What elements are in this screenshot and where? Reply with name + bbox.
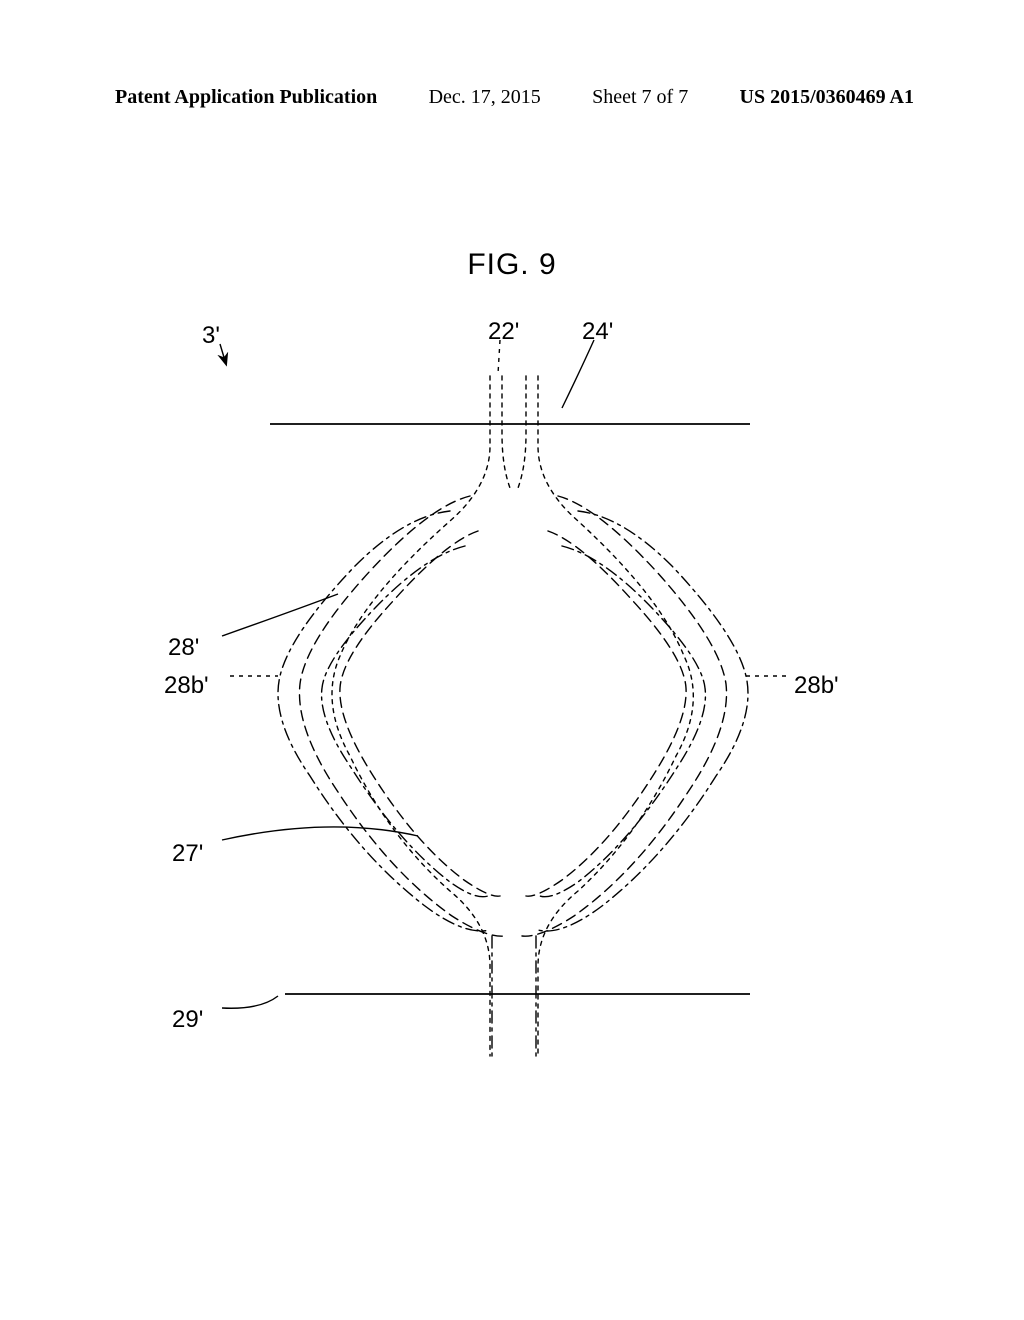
ch28-out-L xyxy=(278,511,490,931)
ch22-R xyxy=(518,376,526,488)
ld-28 xyxy=(222,594,338,636)
ch22-L xyxy=(502,376,510,488)
ch27-in-R xyxy=(526,531,686,896)
ref-label-28prime: 28' xyxy=(168,634,199,662)
publication-date: Dec. 17, 2015 xyxy=(429,86,541,109)
publication-label: Patent Application Publication xyxy=(115,86,377,109)
ref-label-27prime: 27' xyxy=(172,840,203,868)
ch27-out-R xyxy=(522,496,727,936)
ref-label-3prime: 3' xyxy=(202,322,220,350)
figure-svg xyxy=(150,316,870,1076)
ref-label-28bprimeL: 28b' xyxy=(164,672,209,700)
ld-27 xyxy=(222,827,418,840)
publication-number: US 2015/0360469 A1 xyxy=(740,86,914,109)
ref-label-24prime: 24' xyxy=(582,318,613,346)
ld-29 xyxy=(222,996,278,1008)
ld-24 xyxy=(562,340,594,408)
ld-3 xyxy=(220,344,226,364)
ch24-left xyxy=(332,376,490,1056)
sheet-number: Sheet 7 of 7 xyxy=(592,86,688,109)
ch24-right xyxy=(538,376,693,1056)
ref-label-29prime: 29' xyxy=(172,1006,203,1034)
figure-title: FIG. 9 xyxy=(0,248,1024,282)
page-header: Patent Application Publication Dec. 17, … xyxy=(0,86,1024,109)
ch28-out-R xyxy=(538,511,748,931)
ref-label-28bprimeR: 28b' xyxy=(794,672,839,700)
ref-label-22prime: 22' xyxy=(488,318,519,346)
ch27-out-L xyxy=(299,496,505,936)
ch27-in-L xyxy=(340,531,500,896)
figure-diagram: 3' 22' 24' 28' 28b' 28b' 27' 29' xyxy=(150,316,870,1076)
